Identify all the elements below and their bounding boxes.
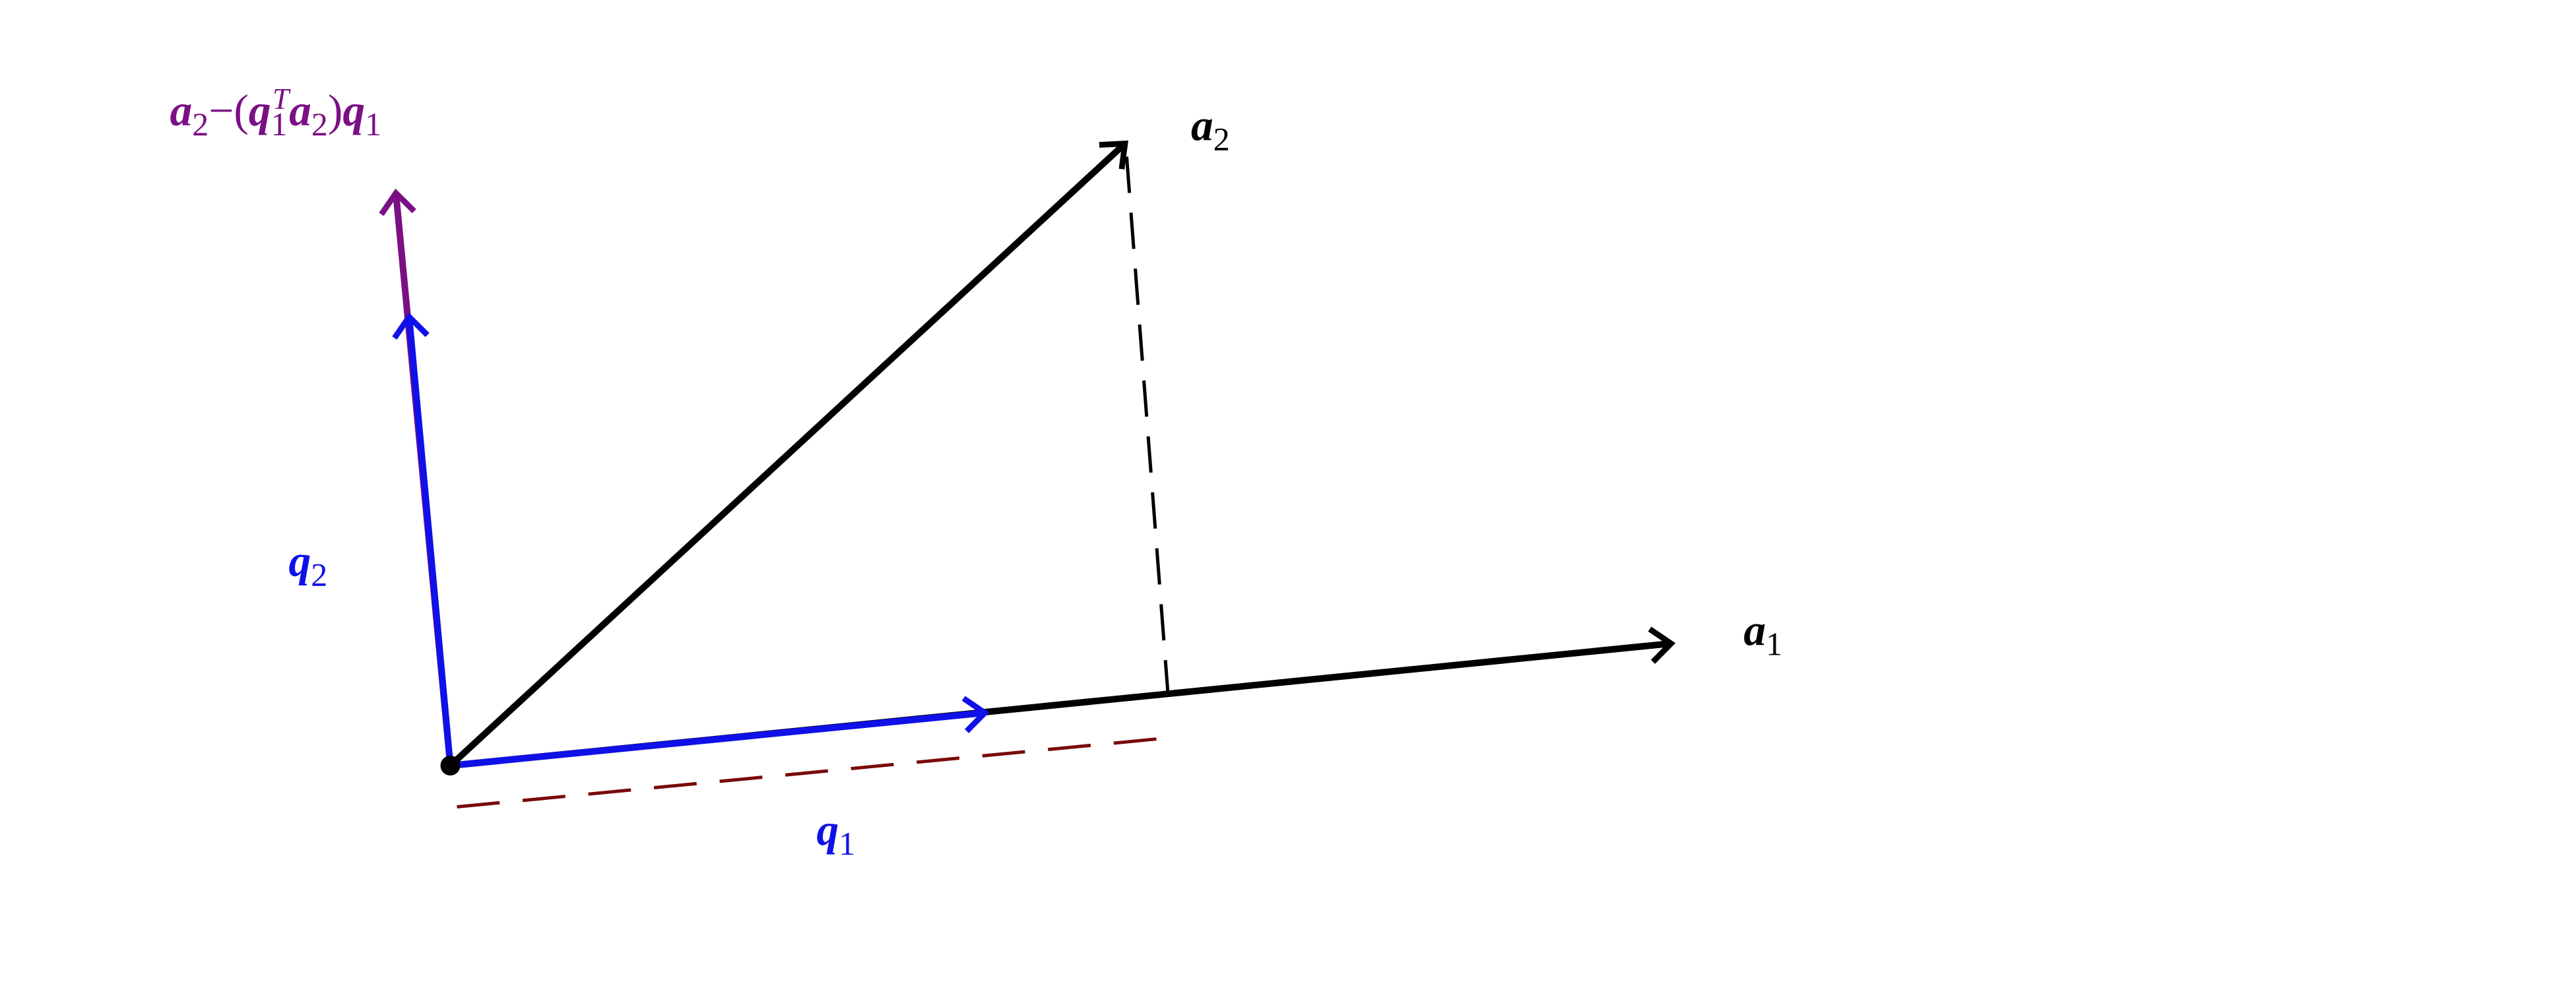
label-part: a xyxy=(170,86,193,135)
label-part: 2 xyxy=(1213,121,1230,158)
label: q2 xyxy=(289,537,328,593)
label-part: 1 xyxy=(365,106,381,143)
label: a2 xyxy=(1191,101,1230,158)
label: q1 xyxy=(817,805,856,862)
vector-a2 xyxy=(448,140,1129,768)
projection-offset xyxy=(457,736,1172,808)
label-part: 1 xyxy=(271,106,288,143)
label-part: a xyxy=(289,86,311,135)
label-part: a xyxy=(1191,101,1213,150)
vector-q1 xyxy=(450,696,990,769)
label: a2−(q1Ta2)q1 xyxy=(170,82,382,143)
label-part: 2 xyxy=(311,106,328,143)
origin xyxy=(440,756,461,776)
label-part: q xyxy=(289,537,311,586)
label-part: 1 xyxy=(839,825,855,862)
vector-q2 xyxy=(392,312,454,766)
label-part: 1 xyxy=(1766,626,1782,663)
label-part: 2 xyxy=(311,556,327,593)
label-part: q xyxy=(817,805,839,855)
label: a1 xyxy=(1744,606,1783,663)
label-part: q xyxy=(249,86,271,135)
label-part: −( xyxy=(209,86,249,135)
label-part: T xyxy=(273,82,291,116)
label-part: q xyxy=(342,86,365,135)
label-part: 2 xyxy=(192,106,209,143)
label-part: a xyxy=(1744,606,1766,655)
projection-drop xyxy=(1125,156,1170,694)
label-part: ) xyxy=(328,86,342,135)
